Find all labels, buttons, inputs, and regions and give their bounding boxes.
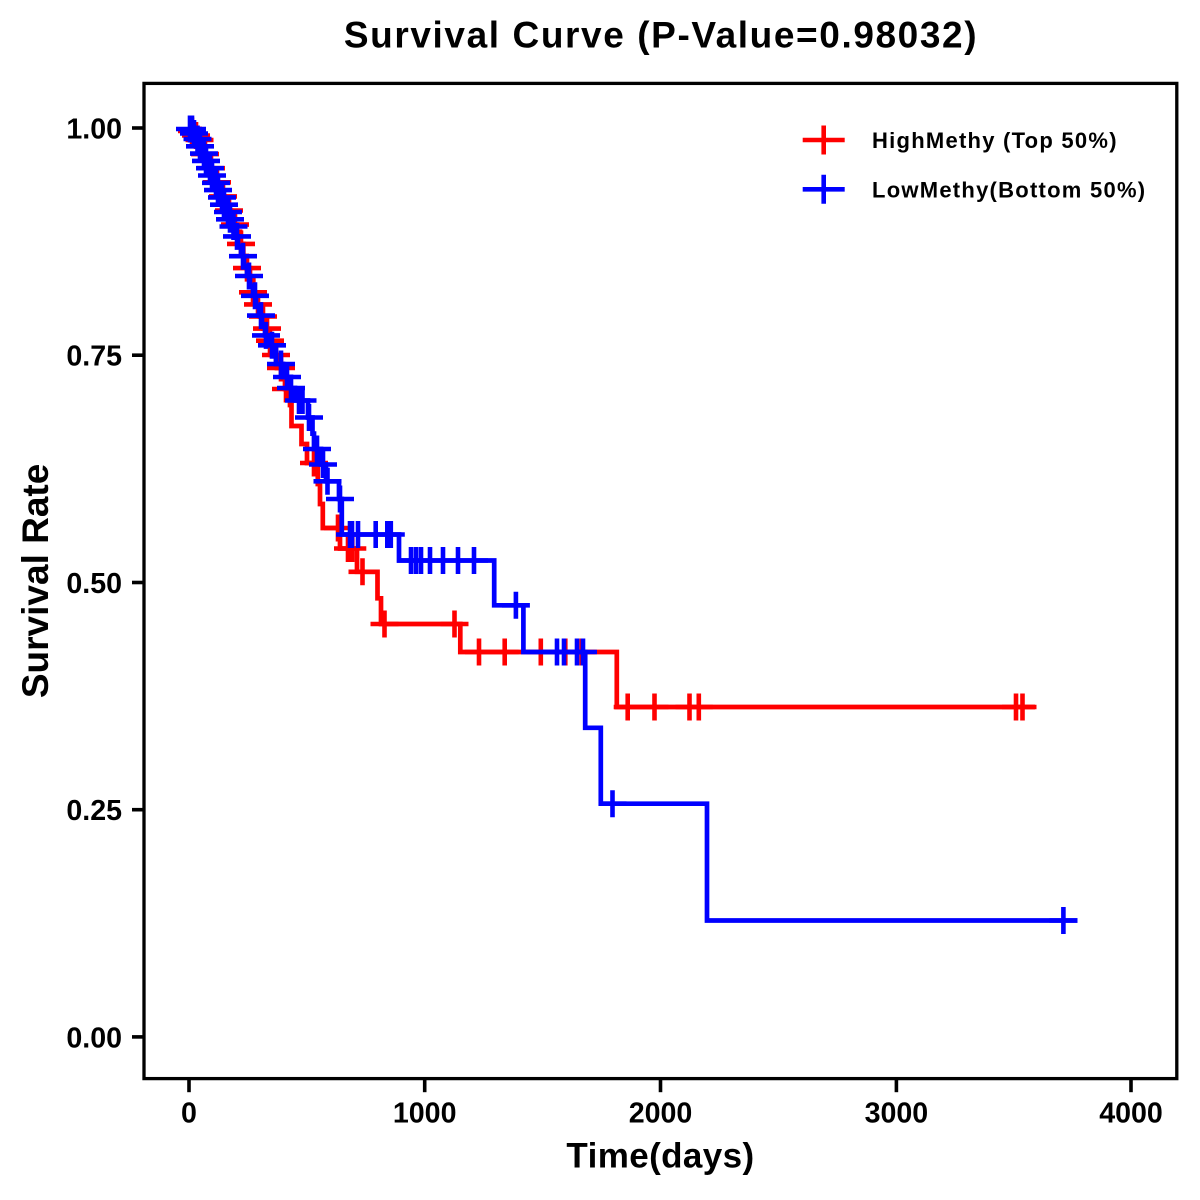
svg-text:0: 0 — [181, 1098, 197, 1130]
svg-text:2000: 2000 — [629, 1098, 693, 1130]
svg-text:0.50: 0.50 — [66, 568, 122, 600]
svg-text:0.00: 0.00 — [66, 1022, 122, 1054]
svg-text:HighMethy (Top 50%): HighMethy (Top 50%) — [872, 128, 1118, 153]
svg-text:3000: 3000 — [865, 1098, 929, 1130]
svg-text:4000: 4000 — [1099, 1098, 1163, 1130]
svg-text:0.25: 0.25 — [66, 795, 122, 827]
svg-text:Time(days): Time(days) — [566, 1137, 754, 1176]
svg-text:Survival Rate: Survival Rate — [15, 464, 56, 698]
svg-text:1000: 1000 — [393, 1098, 457, 1130]
svg-text:0.75: 0.75 — [66, 341, 122, 373]
svg-text:1.00: 1.00 — [66, 113, 122, 145]
svg-text:LowMethy(Bottom 50%): LowMethy(Bottom 50%) — [872, 177, 1146, 202]
svg-text:Survival Curve (P-Value=0.9803: Survival Curve (P-Value=0.98032) — [344, 15, 978, 56]
